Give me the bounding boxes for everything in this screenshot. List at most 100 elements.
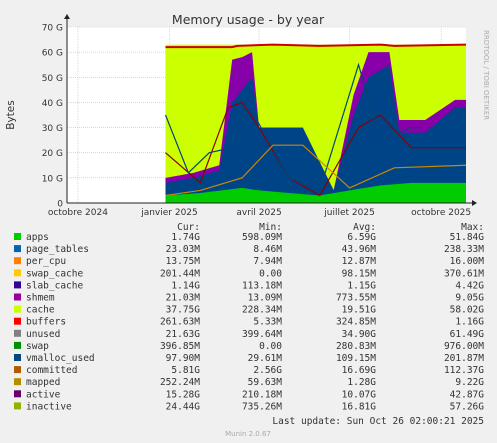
legend-swatch: [14, 305, 21, 313]
y-ticks: 0 10 G 20 G 30 G 40 G 50 G 60 G 70 G: [42, 24, 64, 210]
legend-avg: 16.69G: [342, 365, 377, 376]
legend-name: swap: [26, 341, 49, 352]
legend-min: 5.33M: [253, 317, 282, 328]
legend-name: swap_cache: [26, 268, 83, 279]
legend-avg: 16.81G: [342, 401, 377, 412]
series-line-committed: [164, 62, 466, 192]
legend-name: inactive: [26, 401, 72, 412]
legend-avg: 1.28G: [347, 377, 376, 388]
x-tick-label: janvier 2025: [140, 208, 198, 218]
legend-min: 228.34M: [242, 305, 282, 316]
series-line-swap: [165, 43, 467, 49]
legend-row-per-cpu: per_cpu 13.75M 7.94M 12.87M 16.00M: [14, 256, 484, 267]
legend-avg: 1.15G: [347, 280, 376, 291]
legend-name: cache: [26, 305, 55, 316]
legend-max: 51.84G: [450, 232, 485, 243]
legend-swatch: [14, 329, 21, 337]
legend-header-max: Max:: [461, 222, 484, 233]
legend-name: mapped: [26, 377, 60, 388]
y-tick-label: 40 G: [42, 99, 63, 109]
legend-swatch: [14, 341, 21, 349]
legend-max: 9.05G: [455, 293, 484, 304]
legend-name: per_cpu: [26, 256, 66, 267]
legend-max: 1.16G: [455, 317, 484, 328]
legend-header-min: Min:: [259, 222, 282, 233]
series-area-apps: [165, 182, 467, 203]
y-tick-label: 0: [57, 200, 63, 210]
legend-swatch: [14, 402, 21, 410]
rrdtool-side-label: RRDTOOL / TOBI OETIKER: [482, 30, 490, 120]
series-line-active: [165, 144, 467, 197]
legend-row-slab-cache: slab_cache 1.14G 113.18M 1.15G 4.42G: [14, 280, 484, 291]
legend-row-apps: apps 1.74G 598.09M 6.59G 51.84G: [14, 232, 484, 243]
legend-row-unused: unused 21.63G 399.64M 34.90G 61.49G: [14, 329, 484, 340]
legend-avg: 10.07G: [342, 389, 377, 400]
legend-name: page_tables: [26, 244, 89, 255]
legend-min: 2.56G: [253, 365, 282, 376]
x-tick-label: avril 2025: [236, 208, 281, 218]
legend-row-active: active 15.28G 210.18M 10.07G 42.87G: [14, 389, 484, 400]
legend-max: 238.33M: [444, 244, 484, 255]
legend-name: shmem: [26, 293, 55, 304]
x-tick-label: octobre 2024: [48, 208, 108, 218]
legend-cur: 5.81G: [171, 365, 200, 376]
legend-swatch: [14, 390, 21, 398]
legend-min: 399.64M: [242, 329, 282, 340]
last-update: Last update: Sun Oct 26 02:00:21 2025: [272, 416, 484, 427]
legend-swatch: [14, 257, 21, 265]
legend-swatch: [14, 245, 21, 253]
legend-max: 976.00M: [444, 341, 484, 352]
legend-swatch: [14, 366, 21, 374]
legend-cur: 15.28G: [166, 389, 201, 400]
legend-name: unused: [26, 329, 60, 340]
legend: apps 1.74G 598.09M 6.59G 51.84G page_tables 23…: [14, 232, 484, 412]
legend-max: 16.00M: [450, 256, 485, 267]
legend-cur: 21.03M: [166, 293, 201, 304]
legend-max: 61.49G: [450, 329, 485, 340]
legend-min: 7.94M: [253, 256, 282, 267]
legend-cur: 252.24M: [160, 377, 200, 388]
legend-name: active: [26, 389, 61, 400]
legend-swatch: [14, 378, 21, 386]
legend-cur: 13.75M: [166, 256, 201, 267]
legend-max: 201.87M: [444, 353, 484, 364]
legend-swatch: [14, 269, 21, 277]
legend-min: 113.18M: [242, 280, 282, 291]
legend-avg: 324.85M: [336, 317, 376, 328]
legend-swatch: [14, 354, 21, 361]
legend-name: slab_cache: [26, 280, 83, 291]
legend-max: 42.87G: [450, 389, 485, 400]
legend-min: 598.09M: [242, 232, 282, 243]
legend-max: 57.26G: [450, 401, 485, 412]
legend-cur: 261.63M: [160, 317, 200, 328]
y-axis-arrow: [64, 14, 70, 19]
legend-cur: 37.75G: [166, 305, 201, 316]
legend-avg: 34.90G: [342, 329, 377, 340]
legend-swatch: [14, 233, 21, 240]
x-axis-arrow: [472, 200, 477, 206]
munin-version: Munin 2.0.67: [225, 430, 271, 438]
y-tick-label: 50 G: [42, 74, 63, 84]
legend-avg: 773.55M: [336, 293, 376, 304]
legend-avg: 12.87M: [342, 256, 377, 267]
legend-name: apps: [26, 232, 49, 243]
series-layer: [164, 43, 467, 204]
legend-row-committed: committed 5.81G 2.56G 16.69G 112.37G: [14, 365, 484, 376]
legend-max: 58.02G: [450, 305, 485, 316]
legend-cur: 21.63G: [166, 329, 201, 340]
legend-name: buffers: [26, 317, 66, 328]
legend-cur: 1.14G: [171, 280, 200, 291]
legend-min: 0.00: [259, 268, 282, 279]
legend-avg: 43.96M: [342, 244, 377, 255]
x-tick-label: juillet 2025: [323, 208, 375, 218]
legend-row-vmalloc-used: vmalloc_used 97.90M 29.61M 109.15M 201.87M: [14, 353, 484, 364]
legend-cur: 201.44M: [160, 268, 200, 279]
legend-max: 4.42G: [455, 280, 484, 291]
legend-cur: 1.74G: [171, 232, 200, 243]
legend-swatch: [14, 317, 21, 325]
legend-cur: 396.85M: [160, 341, 200, 352]
axes: [64, 14, 477, 206]
legend-avg: 19.51G: [342, 305, 377, 316]
legend-min: 0.00: [259, 341, 282, 352]
